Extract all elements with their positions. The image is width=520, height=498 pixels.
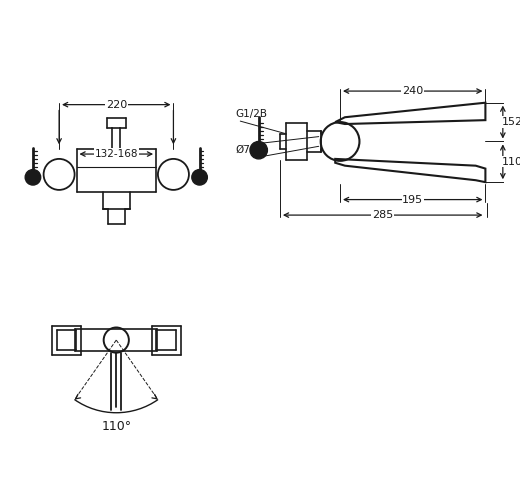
Circle shape [250,141,267,159]
Text: 132-168: 132-168 [95,149,138,159]
Circle shape [25,169,41,185]
Text: 110: 110 [502,157,520,167]
Text: 285: 285 [372,210,393,220]
Text: 240: 240 [402,86,423,96]
Text: Ø70: Ø70 [236,145,257,155]
Text: 220: 220 [106,100,127,110]
Text: 195: 195 [402,195,423,205]
Text: G1/2B: G1/2B [236,110,267,120]
Text: 110°: 110° [101,420,132,433]
Text: 152: 152 [502,117,520,127]
Circle shape [192,169,207,185]
